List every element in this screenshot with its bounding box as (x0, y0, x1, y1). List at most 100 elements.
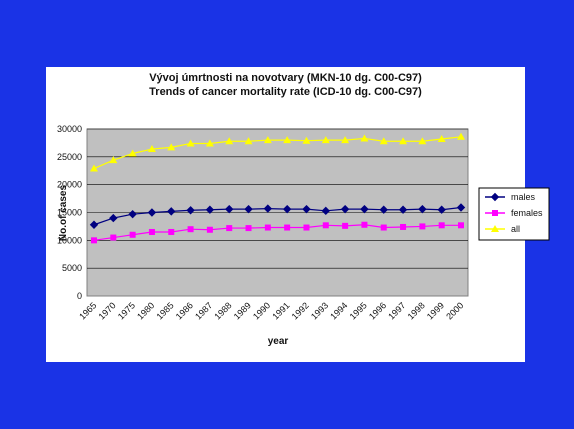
data-point-all (225, 137, 234, 145)
data-point-males (418, 204, 427, 214)
series-line-females (93, 224, 461, 241)
x-axis-label: year (268, 336, 289, 347)
data-point-all (128, 149, 137, 157)
chart-title: Vývoj úmrtnosti na novotvary (MKN-10 dg.… (149, 72, 422, 84)
y-tick-label: 20000 (57, 180, 82, 190)
x-tick-label: 1995 (348, 300, 369, 321)
data-point-females (129, 231, 136, 238)
data-point-all (360, 134, 369, 142)
data-point-males (360, 204, 369, 214)
data-point-all (302, 136, 311, 144)
x-tick-label: 1987 (193, 300, 214, 321)
data-point-all (186, 139, 195, 147)
x-tick-label: 1988 (212, 300, 233, 321)
data-point-females (206, 226, 213, 233)
data-point-males (302, 204, 311, 214)
y-tick-label: 5000 (62, 263, 82, 273)
data-point-females (342, 222, 349, 229)
series-group (89, 132, 466, 244)
x-tick-label: 1998 (406, 300, 427, 321)
y-tick-label: 30000 (57, 124, 82, 134)
data-point-females (284, 224, 291, 231)
data-point-males (225, 204, 234, 214)
legend-marker-all (491, 225, 499, 232)
data-point-females (419, 223, 426, 230)
data-point-all (244, 137, 253, 145)
legend-marker-females (492, 210, 498, 216)
data-point-all (283, 136, 292, 144)
data-point-males (147, 208, 157, 217)
legend-marker-males (490, 192, 500, 202)
series-line-all (93, 136, 462, 170)
data-point-all (457, 132, 465, 140)
x-tick-label: 1975 (116, 300, 137, 321)
data-point-females (361, 221, 368, 228)
data-point-males (340, 204, 350, 214)
data-point-all (418, 137, 427, 145)
data-point-all (379, 137, 388, 145)
data-point-males (205, 205, 215, 214)
data-point-males (263, 204, 273, 213)
data-point-females (110, 234, 117, 241)
data-point-males (456, 203, 466, 212)
y-tick-labels: 0 5000 10000 15000 20000 25000 30000 (57, 124, 82, 301)
data-point-females (438, 222, 445, 229)
data-point-all (167, 143, 176, 151)
data-point-all (205, 139, 214, 147)
data-point-all (263, 136, 272, 144)
data-point-males (89, 220, 99, 229)
data-point-females (168, 228, 175, 235)
x-tick-label: 1970 (96, 300, 117, 321)
x-tick-label: 1999 (425, 300, 446, 321)
y-tick-label: 0 (77, 291, 82, 301)
data-point-females (380, 224, 387, 231)
data-point-females (226, 225, 233, 232)
x-tick-labels: 1965197019751980198519861987198819891990… (77, 300, 465, 321)
y-axis-label: No.of cases (58, 184, 69, 241)
data-point-all (341, 136, 350, 144)
x-tick-label: 1980 (135, 300, 156, 321)
data-point-all (321, 136, 330, 144)
data-point-males (321, 206, 330, 216)
x-tick-label: 1989 (232, 300, 253, 321)
legend-label-males: males (511, 192, 536, 202)
x-tick-label: 1990 (251, 300, 272, 321)
data-point-males (109, 213, 118, 223)
x-tick-label: 1993 (309, 300, 330, 321)
chart-subtitle: Trends of cancer mortality rate (ICD-10 … (149, 86, 422, 98)
legend-label-all: all (511, 224, 520, 234)
data-point-females (322, 222, 329, 229)
data-point-males (128, 209, 137, 219)
data-point-all (90, 164, 98, 172)
x-tick-label: 1986 (174, 300, 195, 321)
data-point-females (400, 223, 407, 230)
data-point-all (147, 145, 156, 153)
data-point-males (186, 206, 195, 215)
y-tick-label: 25000 (57, 152, 82, 162)
data-point-all (399, 137, 408, 145)
data-point-males (379, 205, 388, 214)
data-point-males (282, 204, 292, 214)
data-point-females (245, 225, 252, 232)
legend: males females all (485, 192, 543, 234)
data-point-females (458, 222, 464, 229)
y-tick-label: 15000 (57, 208, 82, 218)
x-tick-label: 1965 (77, 300, 98, 321)
y-tick-label: 10000 (57, 235, 82, 245)
data-point-males (244, 204, 253, 214)
data-point-females (303, 224, 310, 231)
data-point-males (398, 205, 408, 214)
x-tick-label: 1992 (290, 300, 311, 321)
x-tick-label: 1991 (270, 300, 291, 321)
legend-label-females: females (511, 208, 543, 218)
data-point-all (109, 156, 118, 164)
data-point-all (437, 135, 446, 143)
data-point-females (264, 224, 271, 231)
chart-title-block: Vývoj úmrtnosti na novotvary (MKN-10 dg.… (46, 71, 525, 99)
x-tick-label: 1996 (367, 300, 388, 321)
x-tick-label: 2000 (444, 300, 465, 321)
data-point-males (437, 205, 446, 214)
x-tick-label: 1997 (386, 300, 407, 321)
data-point-females (91, 237, 97, 244)
